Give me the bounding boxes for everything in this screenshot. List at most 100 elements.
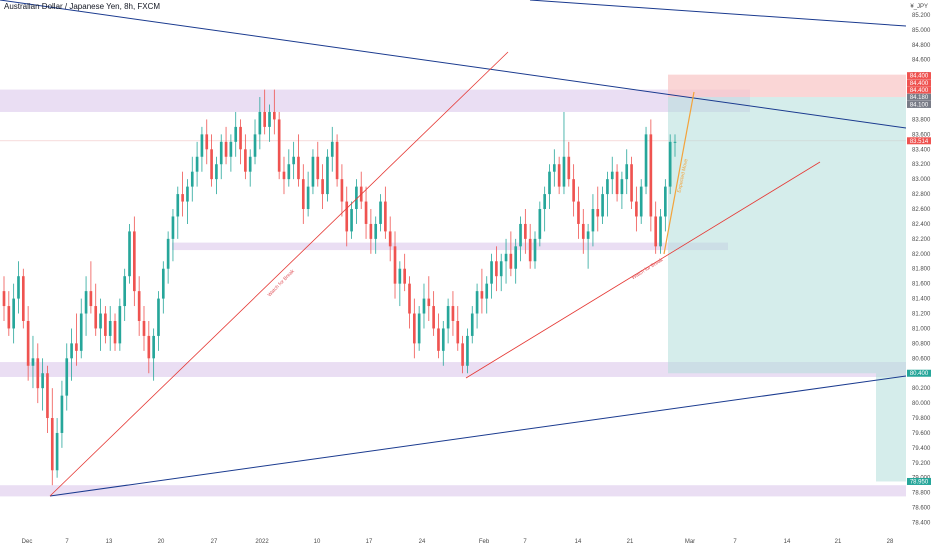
y-tick-label: 82.200 xyxy=(912,237,931,243)
candle-body xyxy=(258,111,262,135)
x-tick-label: 14 xyxy=(784,539,791,545)
candle-body xyxy=(94,306,98,329)
candle-body xyxy=(509,253,513,269)
candle-body xyxy=(461,343,464,366)
annotation-watch-for-break-2: Watch for Break xyxy=(631,257,665,281)
y-tick-label: 81.000 xyxy=(912,326,931,332)
candle-body xyxy=(524,223,527,239)
candle-body xyxy=(190,171,194,187)
candle-body xyxy=(403,268,406,284)
candle-body xyxy=(55,432,59,471)
lower-channel-line xyxy=(49,375,907,497)
candle-body xyxy=(321,179,324,195)
candle-body xyxy=(273,111,276,120)
candle-body xyxy=(89,291,93,307)
candle-body xyxy=(2,291,6,307)
price-badge-label: 84.180 xyxy=(910,95,929,101)
candle-body xyxy=(562,156,566,187)
x-tick-label: 13 xyxy=(106,539,113,545)
candle-body xyxy=(668,141,672,187)
candle-body xyxy=(133,231,136,292)
candle-body xyxy=(441,328,445,351)
candle-body xyxy=(316,156,320,180)
y-tick-label: 81.200 xyxy=(912,312,931,318)
y-tick-label: 83.800 xyxy=(912,117,931,123)
candle-body xyxy=(195,156,199,172)
x-tick-label: 14 xyxy=(575,539,582,545)
price-badge-label: 83.514 xyxy=(910,139,929,145)
candle-body xyxy=(408,283,411,314)
candle-body xyxy=(123,276,127,307)
candle-body xyxy=(345,201,349,232)
candle-body xyxy=(108,320,112,336)
y-tick-label: 80.000 xyxy=(912,401,931,407)
candle-body xyxy=(176,194,180,217)
candle-body xyxy=(649,134,653,217)
candle-body xyxy=(586,231,590,239)
x-tick-label: Dec xyxy=(22,539,33,545)
candle-body xyxy=(417,313,421,344)
candle-body xyxy=(181,194,184,202)
y-tick-label: 81.600 xyxy=(912,282,931,288)
candle-body xyxy=(46,373,49,419)
candle-body xyxy=(335,141,339,180)
candle-body xyxy=(543,194,546,210)
x-tick-label: 7 xyxy=(523,539,527,545)
x-tick-label: 24 xyxy=(419,539,426,545)
price-badge xyxy=(907,86,931,94)
candle-body xyxy=(21,276,25,321)
candle-body xyxy=(519,223,522,247)
y-tick-label: 81.800 xyxy=(912,267,931,273)
candle-body xyxy=(326,156,329,195)
candle-body xyxy=(456,320,460,344)
candle-body xyxy=(161,268,165,299)
candle-body xyxy=(470,313,474,336)
candle-body xyxy=(75,343,78,351)
mid-support-zone xyxy=(172,242,728,251)
y-tick-label: 84.600 xyxy=(912,58,931,64)
candle-body xyxy=(596,209,600,217)
stop-zone xyxy=(668,74,906,98)
price-badge xyxy=(907,369,931,377)
y-tick-label: 80.600 xyxy=(912,356,931,362)
candle-body xyxy=(606,179,609,195)
candle-body xyxy=(499,261,503,277)
candle-body xyxy=(244,149,247,172)
x-tick-label: 10 xyxy=(314,539,321,545)
candle-body xyxy=(157,298,160,336)
candle-body xyxy=(673,141,677,143)
candle-body xyxy=(186,186,189,202)
expected-move-line xyxy=(663,91,695,255)
y-tick-label: 83.200 xyxy=(912,162,931,168)
candle-body xyxy=(12,298,15,329)
candle-body xyxy=(287,164,291,180)
y-tick-label: 83.600 xyxy=(912,132,931,138)
candle-body xyxy=(485,283,489,299)
candle-body xyxy=(384,201,387,232)
candle-body xyxy=(393,246,397,284)
candle-body xyxy=(379,201,382,224)
candle-body xyxy=(104,313,107,336)
candle-body xyxy=(504,253,508,262)
candle-body xyxy=(330,141,334,157)
candle-body xyxy=(171,216,175,239)
candle-body xyxy=(630,164,633,202)
x-tick-label: 7 xyxy=(733,539,737,545)
chart-title: Australian Dollar / Japanese Yen, 8h, FX… xyxy=(4,2,161,11)
candle-body xyxy=(552,164,556,172)
resistance-zone xyxy=(0,89,750,112)
candle-body xyxy=(306,186,310,210)
y-tick-label: 82.400 xyxy=(912,222,931,228)
candle-body xyxy=(65,358,69,396)
candle-body xyxy=(475,291,479,314)
x-tick-label: 28 xyxy=(887,539,894,545)
candle-body xyxy=(7,306,11,329)
candle-body xyxy=(446,306,450,329)
x-tick-label: Feb xyxy=(479,539,490,545)
extended-target-zone xyxy=(876,373,906,482)
candle-body xyxy=(572,179,575,202)
candle-body xyxy=(398,268,402,284)
y-tick-label: 79.200 xyxy=(912,461,931,467)
candle-body xyxy=(615,171,619,195)
